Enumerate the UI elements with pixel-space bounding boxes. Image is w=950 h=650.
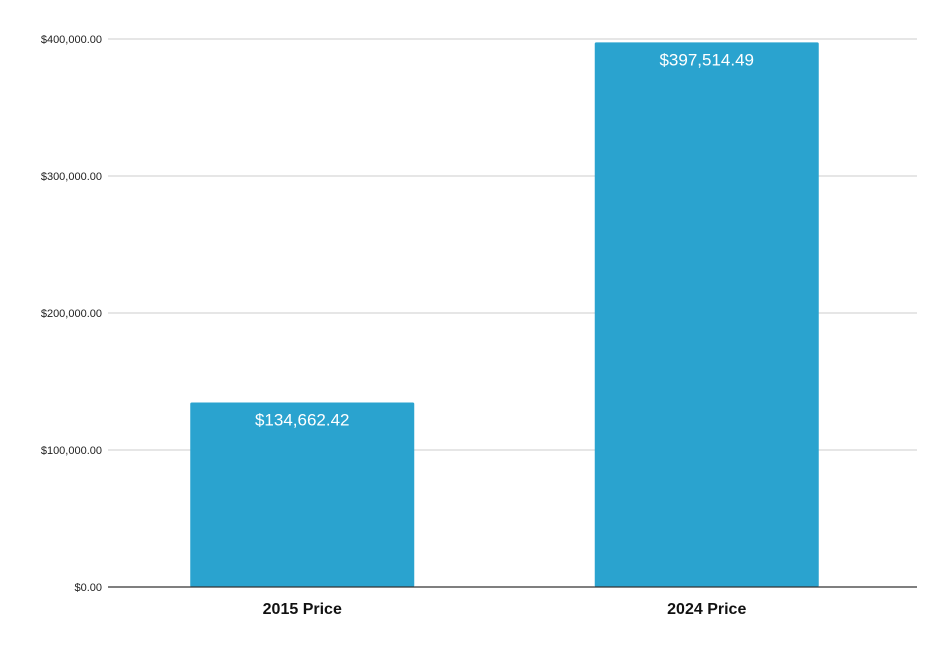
y-tick-label: $0.00 xyxy=(74,582,102,594)
y-tick-label: $100,000.00 xyxy=(41,445,102,457)
bars xyxy=(190,42,819,587)
x-axis-ticks: 2015 Price 2024 Price xyxy=(263,601,747,618)
x-tick-label: 2015 Price xyxy=(263,601,342,618)
data-label: $134,662.42 xyxy=(255,411,350,430)
y-axis-ticks: $0.00 $100,000.00 $200,000.00 $300,000.00 $4… xyxy=(41,34,102,594)
bar xyxy=(190,402,415,587)
bar xyxy=(594,42,819,587)
x-tick-label: 2024 Price xyxy=(667,601,746,618)
data-label: $397,514.49 xyxy=(659,50,754,69)
y-tick-label: $300,000.00 xyxy=(41,171,102,183)
y-tick-label: $200,000.00 xyxy=(41,308,102,320)
data-labels: $134,662.42 $397,514.49 xyxy=(255,50,754,429)
y-tick-label: $400,000.00 xyxy=(41,34,102,46)
